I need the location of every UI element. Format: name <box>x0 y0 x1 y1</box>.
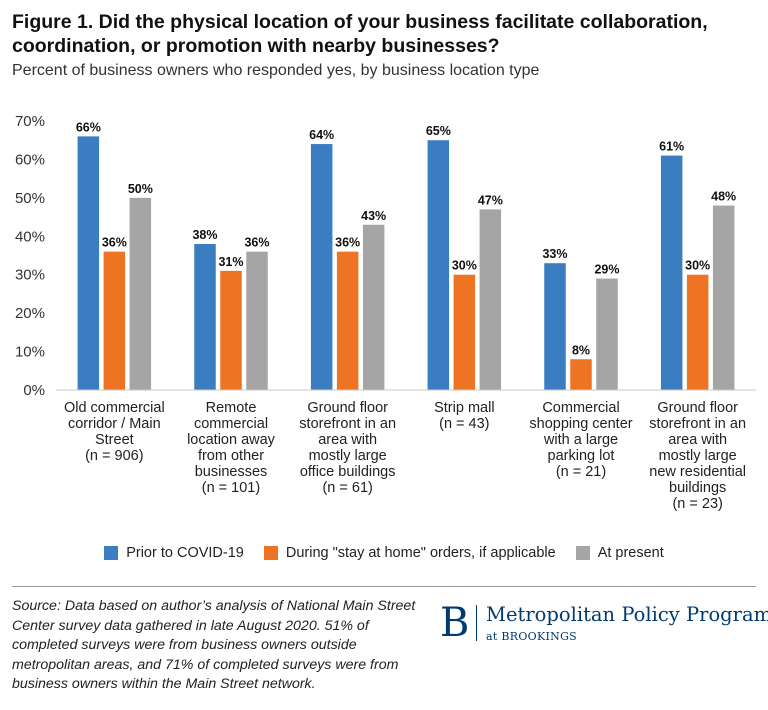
x-tick-label: Ground floor <box>307 400 388 416</box>
y-tick-label: 70% <box>15 113 45 130</box>
x-tick-label: storefront in an <box>649 416 746 432</box>
y-tick-label: 40% <box>15 228 45 245</box>
legend-item-during: During "stay at home" orders, if applica… <box>263 545 556 561</box>
bar <box>336 251 359 390</box>
x-tick-label: businesses <box>195 464 268 480</box>
x-tick-label: commercial <box>194 416 268 432</box>
chart-subtitle: Percent of business owners who responded… <box>12 62 540 79</box>
x-tick-label: storefront in an <box>299 416 396 432</box>
x-tick-label: mostly large <box>659 448 737 464</box>
bar <box>544 263 566 390</box>
x-tick-label: parking lot <box>548 448 615 464</box>
x-tick-label: Street <box>95 432 134 448</box>
bar <box>596 278 618 390</box>
x-tick-label: office buildings <box>300 464 396 480</box>
x-tick-label: (n = 906) <box>85 448 143 464</box>
y-tick-label: 10% <box>15 344 45 361</box>
bar <box>479 209 502 390</box>
y-tick-label: 30% <box>15 267 45 284</box>
bar <box>712 205 735 390</box>
chart-legend: Prior to COVID-19 During "stay at home" … <box>0 545 768 561</box>
legend-label-during: During "stay at home" orders, if applica… <box>285 545 556 561</box>
logo-divider <box>476 605 477 641</box>
bar <box>194 243 216 390</box>
data-label: 36% <box>244 236 269 250</box>
brookings-b-logo-icon: B <box>440 600 470 646</box>
data-label: 38% <box>192 228 217 242</box>
x-tick-label: new residential <box>649 464 746 480</box>
bar <box>246 251 268 390</box>
x-tick-label: Old commercial <box>64 400 165 416</box>
x-tick-label: corridor / Main <box>68 416 161 432</box>
program-affiliation: at BROOKINGS <box>486 630 577 643</box>
x-tick-label: (n = 21) <box>556 464 606 480</box>
bar-chart: 0% 10% 20% 30% 40% 50% 60% 70% 66% 36% 50% Old comm… <box>15 113 756 512</box>
x-tick-label: Commercial <box>542 400 619 416</box>
x-tick-label: (n = 23) <box>672 496 722 512</box>
data-label: 50% <box>128 182 153 196</box>
legend-swatch-prior <box>104 546 119 560</box>
data-label: 36% <box>335 236 360 250</box>
x-tick-label: (n = 43) <box>439 416 489 432</box>
x-tick-label: mostly large <box>309 448 387 464</box>
data-label: 66% <box>76 120 101 134</box>
x-tick-label: Remote <box>206 400 257 416</box>
bar <box>453 274 476 390</box>
data-label: 64% <box>309 128 334 142</box>
y-tick-label: 0% <box>23 382 45 399</box>
bar <box>660 155 683 390</box>
x-tick-label: with a large <box>543 432 618 448</box>
legend-swatch-during <box>263 546 278 560</box>
y-tick-label: 60% <box>15 151 45 168</box>
data-label: 8% <box>572 343 590 357</box>
x-tick-label: area with <box>668 432 727 448</box>
y-tick-label: 20% <box>15 305 45 322</box>
bar <box>129 197 152 390</box>
data-label: 31% <box>218 255 243 269</box>
bar <box>77 136 100 390</box>
y-tick-label: 50% <box>15 190 45 207</box>
brookings-logo: B Metropolitan Policy Program at BROOKIN… <box>440 600 768 653</box>
x-tick-label: buildings <box>669 480 726 496</box>
x-tick-label: (n = 101) <box>202 480 260 496</box>
x-tick-label: Ground floor <box>657 400 738 416</box>
legend-item-present: At present <box>575 545 664 561</box>
bar <box>427 140 450 390</box>
legend-label-present: At present <box>597 545 664 561</box>
legend-item-prior: Prior to COVID-19 <box>104 545 244 561</box>
x-tick-label: Strip mall <box>434 400 494 416</box>
x-tick-label: from other <box>198 448 264 464</box>
bar <box>310 144 333 390</box>
bar <box>103 251 126 390</box>
x-tick-label: (n = 61) <box>322 480 372 496</box>
data-label: 61% <box>659 140 684 154</box>
data-label: 48% <box>711 190 736 204</box>
legend-label-prior: Prior to COVID-19 <box>126 545 244 561</box>
footer-divider <box>12 586 756 587</box>
source-note: Source: Data based on author’s analysis … <box>12 598 416 692</box>
data-label: 43% <box>361 209 386 223</box>
program-name: Metropolitan Policy Program <box>486 603 768 626</box>
bar <box>362 224 385 390</box>
data-label: 36% <box>102 236 127 250</box>
x-tick-label: location away <box>187 432 276 448</box>
x-tick-label: shopping center <box>529 416 632 432</box>
bar <box>686 274 709 390</box>
data-label: 47% <box>478 193 503 207</box>
bar <box>570 359 592 390</box>
chart-title: Figure 1. Did the physical location of y… <box>12 11 708 57</box>
data-label: 30% <box>452 259 477 273</box>
data-label: 33% <box>542 247 567 261</box>
x-tick-label: area with <box>318 432 377 448</box>
legend-swatch-present <box>575 546 590 560</box>
data-label: 65% <box>426 124 451 138</box>
data-label: 30% <box>685 259 710 273</box>
bar <box>220 270 242 390</box>
data-label: 29% <box>594 263 619 277</box>
